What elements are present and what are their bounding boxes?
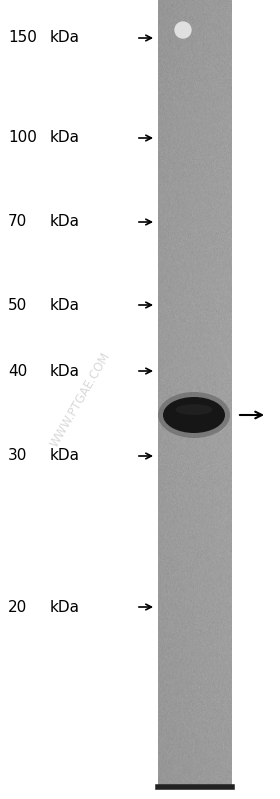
Text: WWW.PTGAE.COM: WWW.PTGAE.COM — [48, 350, 113, 450]
Text: 70: 70 — [8, 214, 27, 229]
Text: 40: 40 — [8, 364, 27, 379]
Text: 50: 50 — [8, 297, 27, 312]
Text: kDa: kDa — [50, 448, 80, 463]
Text: 20: 20 — [8, 599, 27, 614]
Text: kDa: kDa — [50, 214, 80, 229]
Text: kDa: kDa — [50, 364, 80, 379]
Text: kDa: kDa — [50, 30, 80, 46]
Ellipse shape — [158, 392, 230, 438]
Text: 30: 30 — [8, 448, 27, 463]
Text: kDa: kDa — [50, 130, 80, 145]
Text: kDa: kDa — [50, 297, 80, 312]
Circle shape — [175, 22, 191, 38]
Text: 150: 150 — [8, 30, 37, 46]
Text: 100: 100 — [8, 130, 37, 145]
Text: kDa: kDa — [50, 599, 80, 614]
Ellipse shape — [163, 397, 225, 433]
Ellipse shape — [175, 404, 213, 415]
